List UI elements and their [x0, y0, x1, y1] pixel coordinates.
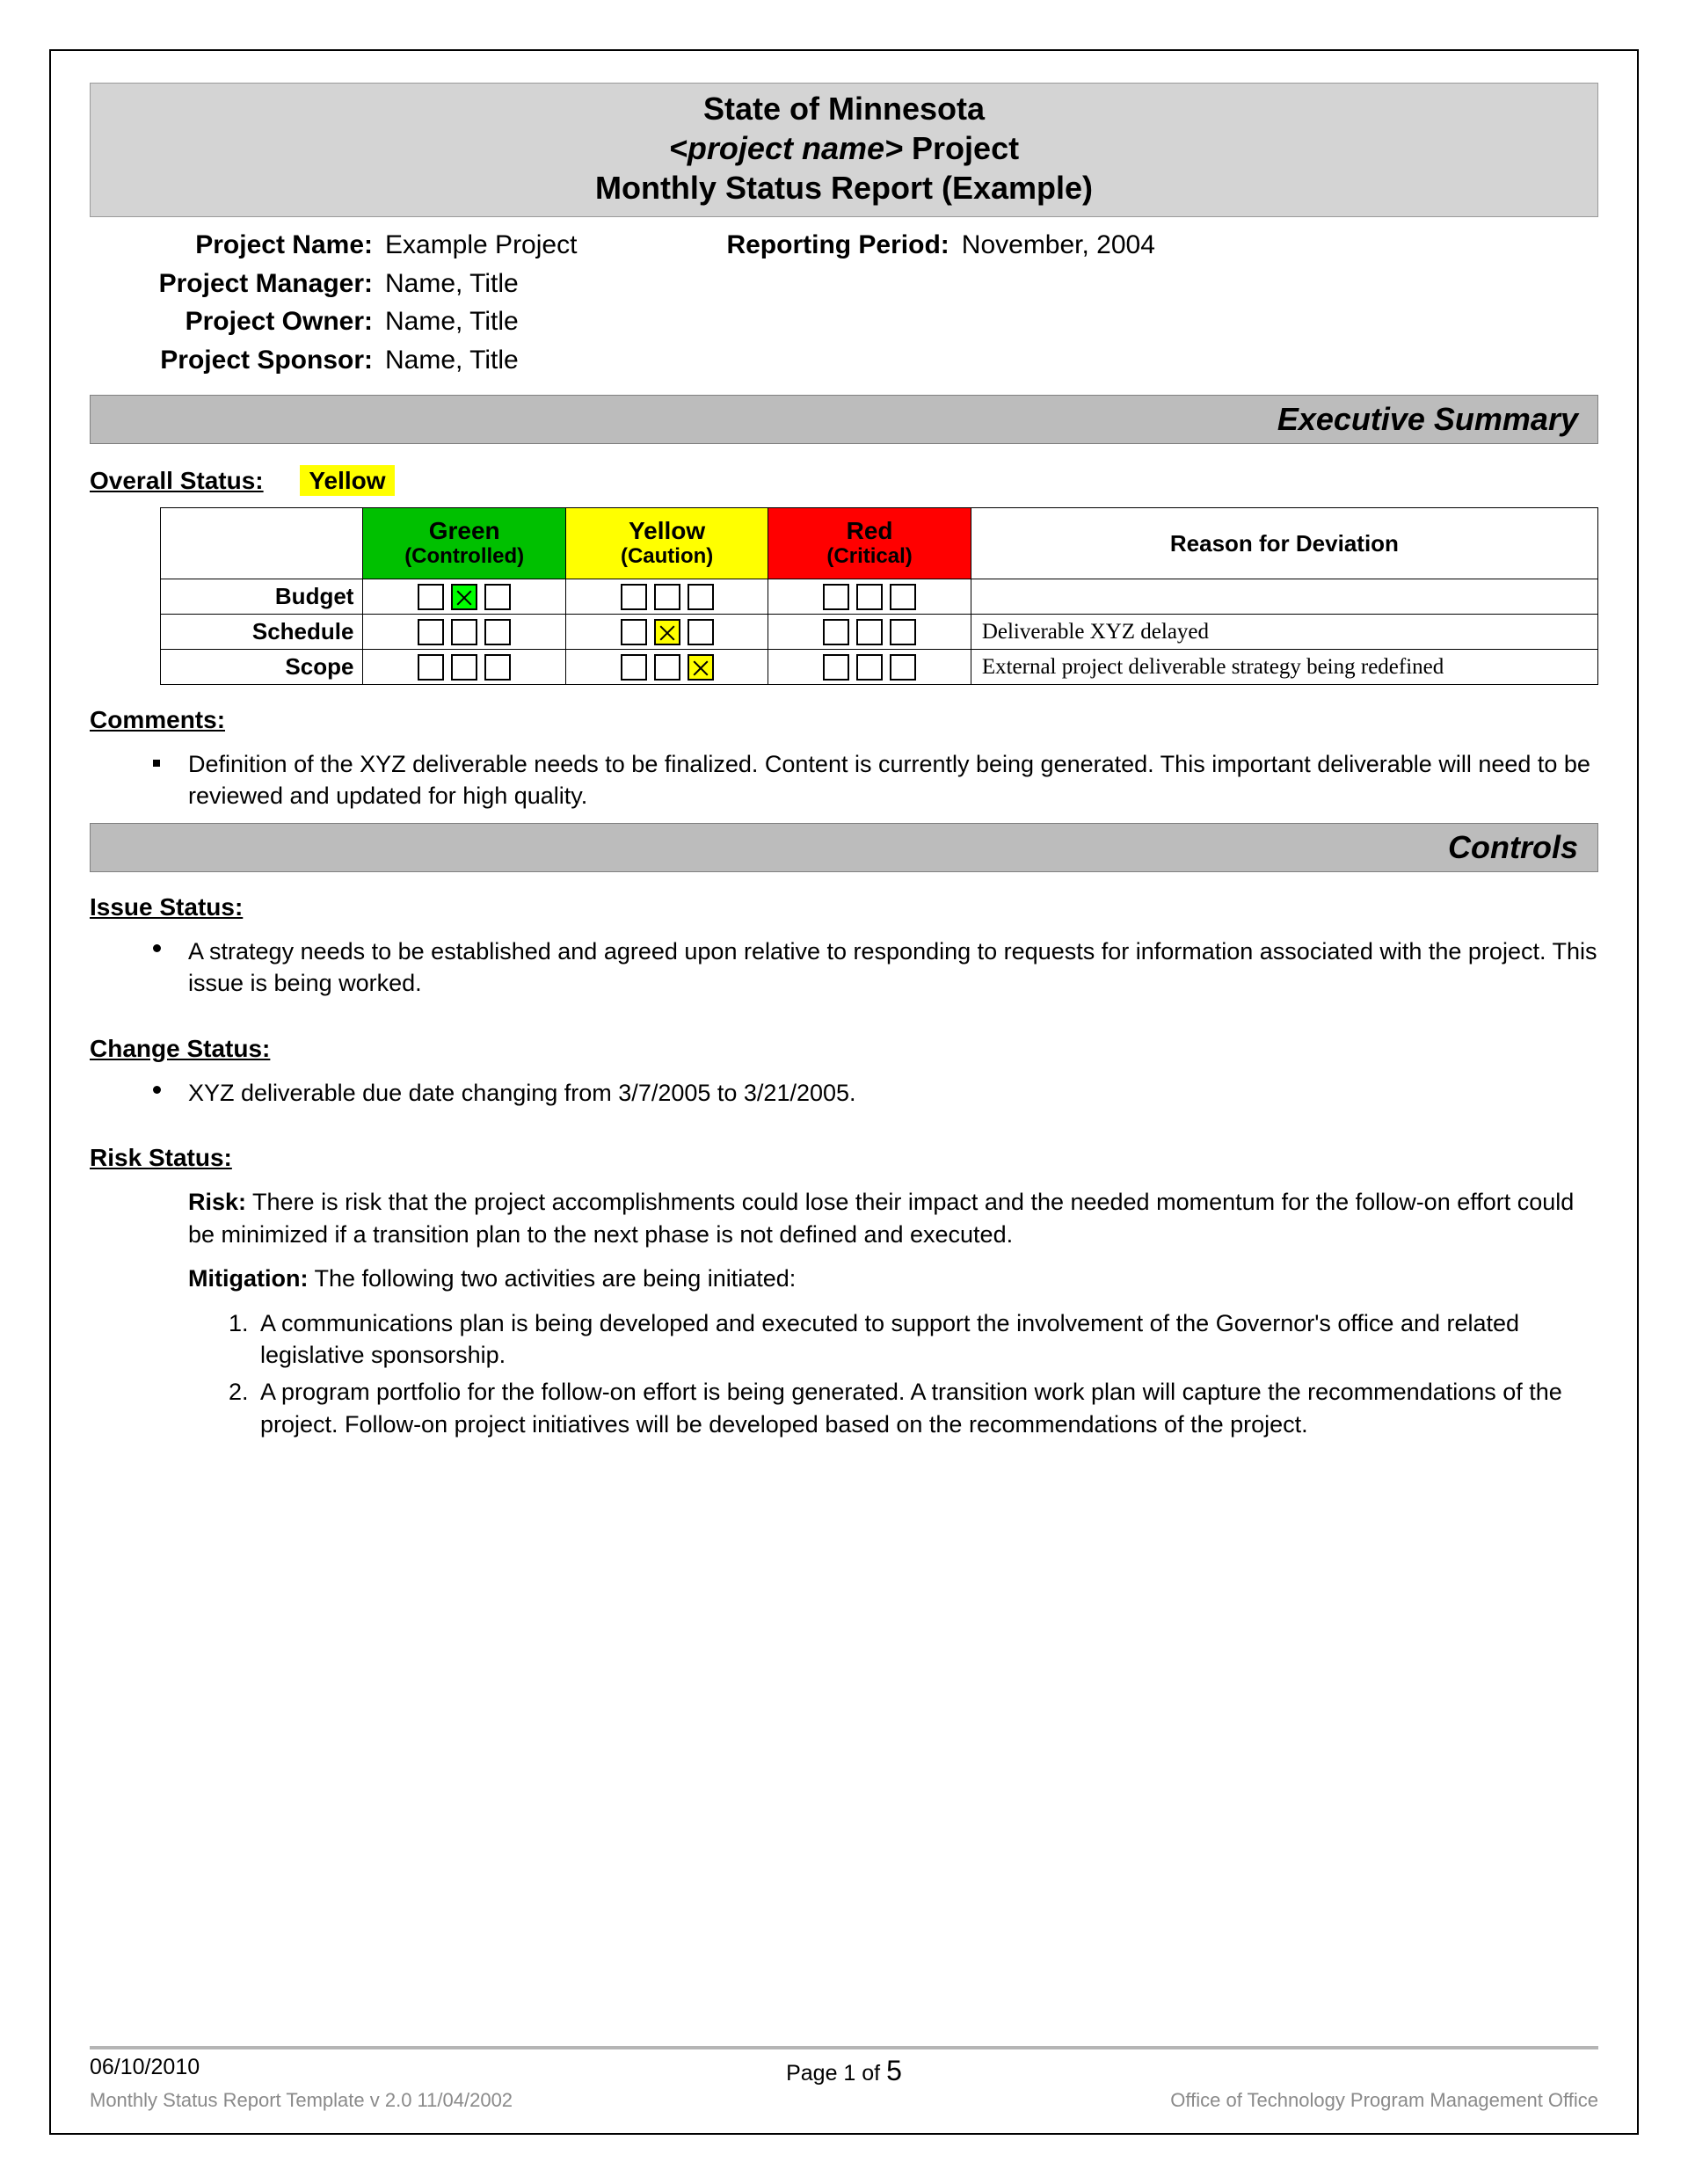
issue-status-title: Issue Status: — [90, 893, 1598, 921]
mitigation-item: A program portfolio for the follow-on ef… — [255, 1376, 1598, 1440]
status-checkbox — [688, 619, 714, 645]
issue-list: A strategy needs to be established and a… — [90, 935, 1598, 1003]
footer-date: 06/10/2010 — [90, 2055, 587, 2087]
col-header-yellow: Yellow (Caution) — [565, 508, 768, 579]
project-manager-value: Name, Title — [385, 265, 519, 303]
section-controls: Controls — [90, 823, 1598, 872]
comment-item: Definition of the XYZ deliverable needs … — [139, 748, 1598, 812]
status-checkbox — [890, 584, 916, 610]
project-sponsor-value: Name, Title — [385, 341, 519, 380]
status-checkbox — [823, 619, 849, 645]
overall-status-value: Yellow — [300, 465, 394, 496]
status-checkbox — [688, 584, 714, 610]
status-checkbox — [451, 584, 477, 610]
status-checkbox — [484, 584, 511, 610]
status-checkbox — [890, 619, 916, 645]
status-row-label: Scope — [161, 650, 363, 685]
header-line-2: <project name> Project — [91, 128, 1597, 168]
page-outer: State of Minnesota <project name> Projec… — [0, 0, 1688, 2184]
status-row: Scope External project deliverable strate… — [161, 650, 1598, 685]
project-owner-value: Name, Title — [385, 302, 519, 341]
status-checkbox — [418, 619, 444, 645]
status-checkbox — [856, 584, 883, 610]
status-checkbox — [856, 619, 883, 645]
footer-office: Office of Technology Program Management … — [844, 2089, 1598, 2112]
project-name-label: Project Name: — [144, 226, 385, 265]
header-line-3: Monthly Status Report (Example) — [91, 168, 1597, 207]
status-checkbox — [823, 654, 849, 681]
status-checkbox — [451, 654, 477, 681]
status-checkbox — [688, 654, 714, 681]
header-line-1: State of Minnesota — [91, 89, 1597, 128]
status-reason — [971, 579, 1597, 615]
change-item: XYZ deliverable due date changing from 3… — [139, 1077, 1598, 1109]
status-row-label: Schedule — [161, 615, 363, 650]
footer-template-version: Monthly Status Report Template v 2.0 11/… — [90, 2089, 844, 2112]
page-footer: 06/10/2010 Page 1 of 5 Monthly Status Re… — [90, 2037, 1598, 2112]
mitigation-item: A communications plan is being developed… — [255, 1307, 1598, 1372]
overall-status: Overall Status: Yellow — [90, 467, 1598, 495]
status-row: Schedule Deliverable XYZ delayed — [161, 615, 1598, 650]
status-reason: Deliverable XYZ delayed — [971, 615, 1597, 650]
status-row: Budget — [161, 579, 1598, 615]
project-manager-label: Project Manager: — [144, 265, 385, 303]
section-executive-summary: Executive Summary — [90, 395, 1598, 444]
footer-page: Page 1 of 5 — [587, 2055, 1100, 2087]
status-row-label: Budget — [161, 579, 363, 615]
risk-status-title: Risk Status: — [90, 1144, 1598, 1172]
change-list: XYZ deliverable due date changing from 3… — [90, 1077, 1598, 1112]
status-checkbox — [418, 584, 444, 610]
project-info: Project Name: Example Project Reporting … — [144, 226, 1544, 379]
status-table: Green (Controlled) Yellow (Caution) Red … — [160, 507, 1598, 685]
reporting-period-value: November, 2004 — [962, 226, 1155, 265]
col-header-red: Red (Critical) — [768, 508, 971, 579]
status-checkbox — [451, 619, 477, 645]
status-checkbox — [856, 654, 883, 681]
report-header: State of Minnesota <project name> Projec… — [90, 83, 1598, 217]
comments-title: Comments: — [90, 706, 1598, 734]
issue-item: A strategy needs to be established and a… — [139, 935, 1598, 1000]
reporting-period-label: Reporting Period: — [726, 226, 949, 265]
comments-list: Definition of the XYZ deliverable needs … — [90, 748, 1598, 812]
status-checkbox — [484, 619, 511, 645]
status-checkbox — [654, 654, 680, 681]
col-header-reason: Reason for Deviation — [971, 508, 1597, 579]
status-checkbox — [890, 654, 916, 681]
project-owner-label: Project Owner: — [144, 302, 385, 341]
status-checkbox — [484, 654, 511, 681]
status-checkbox — [654, 619, 680, 645]
status-checkbox — [621, 654, 647, 681]
project-sponsor-label: Project Sponsor: — [144, 341, 385, 380]
status-checkbox — [418, 654, 444, 681]
page-frame: State of Minnesota <project name> Projec… — [49, 49, 1639, 2135]
risk-block: Risk: There is risk that the project acc… — [188, 1181, 1598, 1445]
mitigation-list: A communications plan is being developed… — [188, 1307, 1598, 1441]
mitigation-intro: Mitigation: The following two activities… — [188, 1263, 1598, 1294]
status-checkbox — [823, 584, 849, 610]
status-checkbox — [654, 584, 680, 610]
status-checkbox — [621, 619, 647, 645]
col-header-green: Green (Controlled) — [363, 508, 565, 579]
status-reason: External project deliverable strategy be… — [971, 650, 1597, 685]
status-checkbox — [621, 584, 647, 610]
risk-paragraph: Risk: There is risk that the project acc… — [188, 1186, 1598, 1250]
project-name-value: Example Project — [385, 226, 577, 265]
change-status-title: Change Status: — [90, 1035, 1598, 1063]
